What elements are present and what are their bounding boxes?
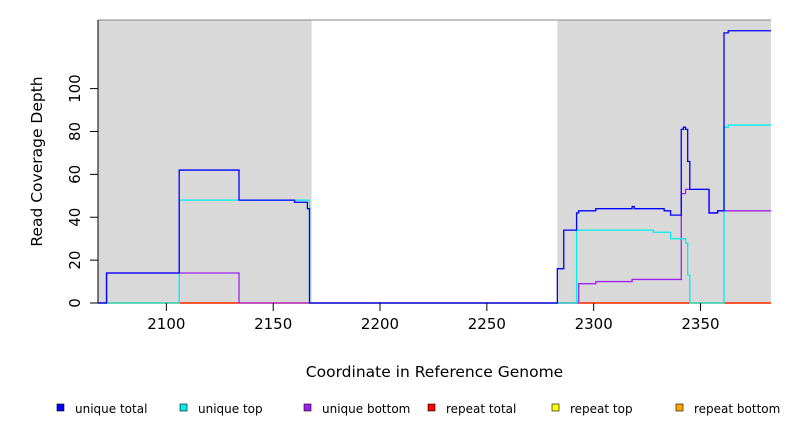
y-tick-label: 40 — [66, 208, 84, 227]
legend-swatch-repeat-top — [551, 403, 560, 412]
legend-label-unique-top: unique top — [198, 402, 263, 416]
x-tick-label: 2100 — [147, 315, 185, 333]
y-tick-label: 80 — [66, 122, 84, 141]
legend-label-repeat-top: repeat top — [570, 402, 633, 416]
x-axis-label: Coordinate in Reference Genome — [306, 363, 563, 381]
legend-label-unique-total: unique total — [75, 402, 147, 416]
shaded-region-1 — [98, 20, 312, 303]
legend-label-unique-bottom: unique bottom — [322, 402, 410, 416]
legend-swatch-unique-bottom — [303, 403, 312, 412]
legend-swatch-repeat-total — [427, 403, 436, 412]
shaded-regions — [98, 20, 771, 303]
x-tick-label: 2250 — [468, 315, 506, 333]
x-tick-label: 2350 — [681, 315, 719, 333]
series-lines — [98, 30, 771, 304]
legend-label-repeat-total: repeat total — [446, 402, 516, 416]
series-line-unique-total — [98, 30, 771, 304]
x-axis: 2100 2150 2200 2250 2300 2350 — [147, 303, 720, 333]
y-tick-label: 100 — [66, 74, 84, 103]
y-tick-label: 20 — [66, 251, 84, 270]
y-tick-label: 60 — [66, 165, 84, 184]
x-tick-label: 2200 — [361, 315, 399, 333]
x-tick-label: 2300 — [575, 315, 613, 333]
legend-swatch-repeat-bottom — [675, 403, 684, 412]
x-tick-label: 2150 — [254, 315, 292, 333]
legend-label-repeat-bottom: repeat bottom — [694, 402, 780, 416]
legend-swatch-unique-top — [179, 403, 188, 412]
legend-swatch-unique-total — [56, 403, 65, 412]
shaded-region-2 — [557, 20, 771, 303]
y-axis-label: Read Coverage Depth — [28, 76, 46, 246]
y-tick-label: 0 — [66, 298, 84, 308]
legend: unique total unique top unique bottom repea… — [56, 402, 780, 416]
y-axis: 0 20 40 60 80 100 — [66, 20, 99, 308]
